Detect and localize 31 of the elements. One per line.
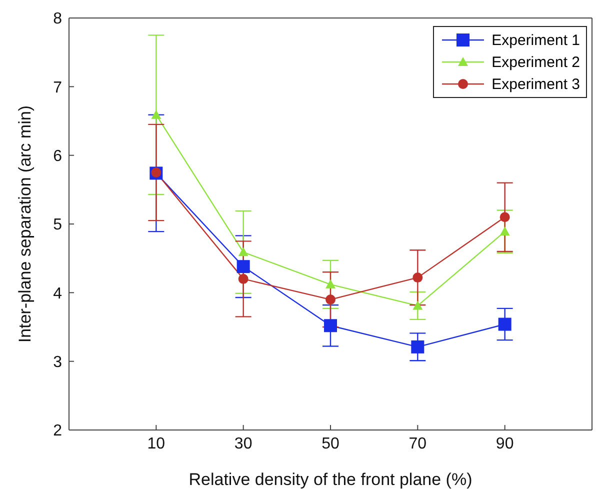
point (412, 300, 423, 310)
point (500, 212, 510, 222)
point (500, 226, 510, 236)
legend-label: Experiment 2 (492, 54, 580, 70)
point (411, 340, 424, 354)
y-tick-label: 3 (53, 354, 62, 372)
point (326, 279, 336, 288)
y-tick-label: 4 (53, 285, 62, 302)
x-axis-title: Relative density of the front plane (%) (188, 470, 472, 489)
point (412, 272, 423, 283)
y-axis-title: Inter-plane separation (arc min) (15, 105, 34, 343)
point (151, 168, 162, 178)
legend-label: Experiment 3 (492, 76, 580, 92)
x-tick-label: 90 (496, 435, 514, 452)
point (326, 294, 336, 305)
x-tick-label: 70 (408, 435, 427, 452)
legend-label: Experiment 1 (492, 32, 580, 48)
y-tick-label: 8 (53, 10, 62, 28)
point (324, 319, 337, 332)
y-tick-label: 5 (53, 216, 62, 234)
y-tick-label: 7 (53, 79, 62, 96)
point (498, 318, 512, 331)
point (238, 274, 248, 284)
point (238, 247, 248, 256)
y-tick-label: 6 (53, 148, 62, 166)
x-tick-label: 30 (234, 435, 252, 452)
x-tick-label: 50 (322, 435, 340, 452)
y-tick-label: 2 (53, 422, 62, 440)
x-tick-label: 10 (147, 435, 166, 452)
point (151, 110, 162, 119)
point (236, 260, 250, 274)
